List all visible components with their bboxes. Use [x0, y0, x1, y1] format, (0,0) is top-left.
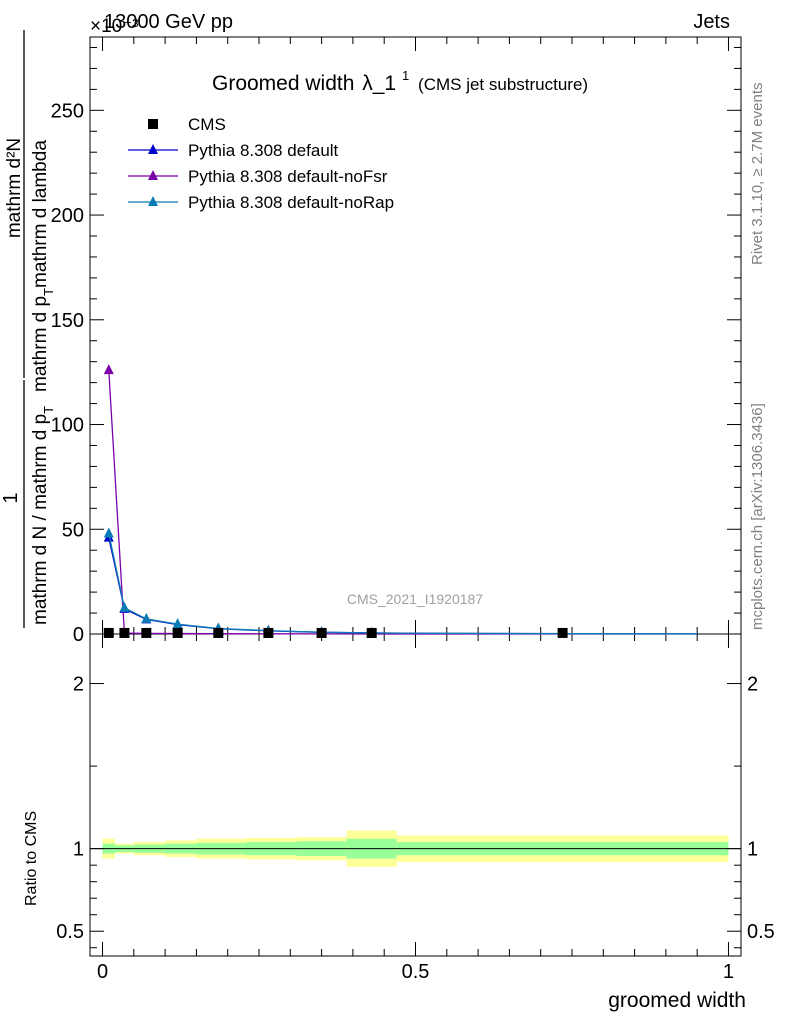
series-norap-point — [103, 527, 114, 538]
main-y-tick-label: 100 — [51, 415, 84, 437]
rivet-label: Rivet 3.1.10, ≥ 2.7M events — [749, 83, 766, 266]
ylabel-frac1-den-sub: T — [41, 406, 56, 414]
ylabel-frac2-den-sub: T — [41, 288, 56, 296]
legend-default-marker — [148, 144, 158, 154]
cms-data-point — [172, 627, 183, 638]
ratio-axis-ticks: 0.5 0.5 1 1 2 2 — [56, 674, 775, 949]
energy-label: 13000 GeV pp — [104, 11, 233, 33]
ylabel-frac1-num: 1 — [0, 492, 22, 503]
cms-data-point — [316, 627, 327, 638]
ylabel-frac1-den-text: mathrm d N / mathrm d p — [30, 414, 51, 625]
cms-data-point — [119, 627, 130, 638]
series-nofsr-point — [103, 364, 114, 375]
y-axis-label-ratio: Ratio to CMS — [23, 811, 40, 906]
main-y-tick-label: 250 — [51, 100, 84, 122]
plot-title-main: Groomed width — [212, 72, 354, 95]
legend-default-label: Pythia 8.308 default — [188, 141, 339, 160]
cms-data-point — [213, 627, 224, 638]
ylabel-frac2-num: mathrm d²N — [4, 138, 25, 238]
legend-norap-marker — [148, 196, 158, 206]
plot-title: Groomed width λ_1 1 (CMS jet substructur… — [212, 62, 588, 95]
ratio-y-tick-label-right: 2 — [747, 674, 758, 696]
series-default-line — [108, 537, 698, 635]
process-label: Jets — [693, 11, 730, 33]
x-tick-label: 0 — [97, 961, 108, 983]
ylabel-frac2-den-text: mathrm d p — [30, 296, 51, 392]
x-axis-label: groomed width — [608, 989, 746, 1012]
cms-data-point — [557, 627, 568, 638]
main-y-tick-label: 0 — [73, 624, 84, 646]
cms-data-point — [263, 627, 274, 638]
ylabel-frac2-den: mathrm d pTmathrm d lambda — [30, 140, 56, 392]
ratio-y-tick-label: 0.5 — [56, 921, 84, 943]
series-norap-point — [119, 601, 130, 612]
legend: CMS Pythia 8.308 default Pythia 8.308 de… — [128, 115, 394, 212]
legend-nofsr-marker — [148, 170, 158, 180]
plot-title-sub: (CMS jet substructure) — [418, 75, 588, 94]
series-norap-line — [108, 533, 698, 635]
main-y-tick-label: 150 — [51, 310, 84, 332]
ratio-y-tick-label: 1 — [73, 839, 84, 861]
exponent-label: ×10⁻³ — [90, 16, 139, 37]
ylabel-frac2-den-rest: mathrm d lambda — [30, 140, 51, 288]
mcplots-label: mcplots.cern.ch [arXiv:1306.3436] — [749, 403, 766, 630]
x-tick-label: 1 — [723, 961, 734, 983]
ratio-y-tick-label-right: 1 — [747, 839, 758, 861]
cms-data-point — [103, 627, 114, 638]
y-axis-label-main: 1 mathrm d N / mathrm d pT mathrm d²N ma… — [0, 30, 56, 628]
analysis-watermark: CMS_2021_I1920187 — [347, 591, 483, 607]
legend-cms-label: CMS — [188, 115, 226, 134]
main-y-tick-label: 200 — [51, 205, 84, 227]
plot-title-lambda: λ_1 — [362, 72, 396, 95]
ratio-plot-frame — [89, 633, 742, 957]
plot-title-sup: 1 — [402, 68, 409, 83]
x-tick-label: 0.5 — [402, 961, 430, 983]
ratio-y-tick-label-right: 0.5 — [747, 921, 775, 943]
cms-data-point — [366, 627, 377, 638]
ratio-y-tick-label: 2 — [73, 674, 84, 696]
legend-cms-marker — [148, 119, 158, 129]
main-axis-ticks: 0 50 100 150 200 250 0 0.5 1 — [51, 37, 741, 983]
series-norap-point — [172, 618, 183, 629]
legend-nofsr-label: Pythia 8.308 default-noFsr — [188, 167, 388, 186]
main-y-tick-label: 50 — [62, 519, 84, 541]
legend-norap-label: Pythia 8.308 default-noRap — [188, 193, 394, 212]
series-norap-point — [141, 612, 152, 623]
ylabel-frac1-den: mathrm d N / mathrm d pT — [30, 406, 56, 625]
series-layer — [103, 364, 698, 638]
cms-data-point — [141, 627, 152, 638]
